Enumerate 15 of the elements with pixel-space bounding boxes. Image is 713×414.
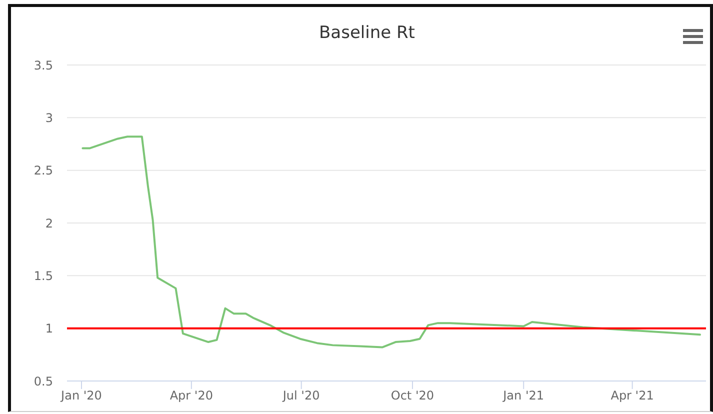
x-tick-label: Jul '20 — [282, 388, 320, 403]
x-tick-label: Apr '21 — [610, 388, 654, 403]
y-tick-label: 3 — [45, 110, 53, 125]
y-tick-label: 2.5 — [34, 164, 53, 178]
x-tick-label: Apr '20 — [170, 388, 213, 403]
x-tick-label: Jan '20 — [60, 388, 102, 403]
chart-title: Baseline Rt — [319, 22, 415, 44]
y-tick-label: 3.5 — [34, 58, 53, 72]
y-tick-label: 1 — [45, 322, 53, 336]
y-tick-label: 1.5 — [34, 268, 53, 283]
x-tick-label: Jan '21 — [502, 388, 544, 403]
x-tick-label: Oct '20 — [390, 388, 434, 403]
line-series — [82, 136, 701, 348]
y-tick-label: 0.5 — [34, 374, 53, 388]
y-tick-label: 2 — [45, 216, 53, 230]
